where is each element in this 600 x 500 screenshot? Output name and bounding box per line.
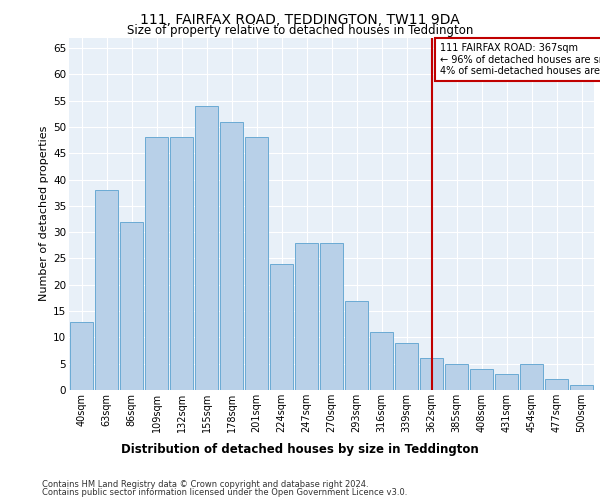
Bar	[120, 222, 143, 390]
Text: Distribution of detached houses by size in Teddington: Distribution of detached houses by size …	[121, 442, 479, 456]
Bar	[295, 242, 318, 390]
Text: Size of property relative to detached houses in Teddington: Size of property relative to detached ho…	[127, 24, 473, 37]
Bar	[445, 364, 468, 390]
Bar	[345, 300, 368, 390]
Text: 111 FAIRFAX ROAD: 367sqm
← 96% of detached houses are smaller (384)
4% of semi-d: 111 FAIRFAX ROAD: 367sqm ← 96% of detach…	[440, 43, 600, 76]
Text: 111, FAIRFAX ROAD, TEDDINGTON, TW11 9DA: 111, FAIRFAX ROAD, TEDDINGTON, TW11 9DA	[140, 12, 460, 26]
Bar	[370, 332, 393, 390]
Bar	[95, 190, 118, 390]
Bar	[545, 380, 568, 390]
Y-axis label: Number of detached properties: Number of detached properties	[39, 126, 49, 302]
Bar	[270, 264, 293, 390]
Bar	[220, 122, 243, 390]
Bar	[245, 138, 268, 390]
Bar	[170, 138, 193, 390]
Bar	[395, 342, 418, 390]
Bar	[420, 358, 443, 390]
Bar	[470, 369, 493, 390]
Text: Contains public sector information licensed under the Open Government Licence v3: Contains public sector information licen…	[42, 488, 407, 497]
Bar	[570, 384, 593, 390]
Bar	[70, 322, 93, 390]
Bar	[145, 138, 168, 390]
Text: Contains HM Land Registry data © Crown copyright and database right 2024.: Contains HM Land Registry data © Crown c…	[42, 480, 368, 489]
Bar	[195, 106, 218, 390]
Bar	[320, 242, 343, 390]
Bar	[520, 364, 543, 390]
Bar	[495, 374, 518, 390]
